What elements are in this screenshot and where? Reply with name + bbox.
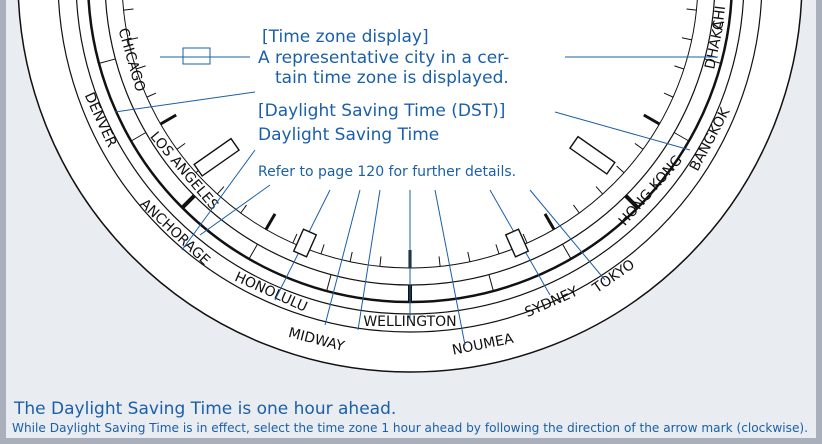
callout-text: A representative city in a cer- bbox=[258, 48, 509, 68]
callout-text: tain time zone is displayed. bbox=[275, 68, 509, 88]
leader-lines bbox=[114, 47, 718, 346]
callout-text: Daylight Saving Time bbox=[258, 125, 439, 145]
city-label: CHI bbox=[710, 5, 729, 31]
tick bbox=[704, 58, 722, 64]
tick bbox=[624, 194, 640, 210]
tick bbox=[123, 8, 134, 11]
callouts: [Time zone display] A representative cit… bbox=[258, 27, 516, 180]
callout-heading: [Daylight Saving Time (DST)] bbox=[258, 101, 505, 121]
callout-note: Refer to page 120 for further details. bbox=[258, 164, 516, 180]
tick bbox=[543, 213, 556, 231]
tick bbox=[176, 142, 186, 150]
tick bbox=[146, 92, 157, 98]
tick bbox=[673, 132, 690, 142]
tick bbox=[379, 256, 382, 267]
tick bbox=[216, 186, 225, 195]
tick bbox=[128, 37, 139, 41]
tick bbox=[438, 256, 441, 267]
tick bbox=[681, 37, 692, 41]
tick bbox=[634, 142, 644, 150]
tick bbox=[159, 113, 177, 126]
tick bbox=[292, 233, 298, 244]
tick bbox=[686, 8, 697, 11]
tick bbox=[248, 243, 258, 260]
footer-note: While Daylight Saving Time is in effect,… bbox=[12, 421, 808, 435]
tick bbox=[643, 113, 661, 126]
tick bbox=[240, 204, 248, 214]
tick bbox=[522, 233, 528, 244]
tick bbox=[495, 244, 500, 255]
tick bbox=[349, 251, 353, 262]
markers bbox=[193, 135, 616, 258]
callout-heading: [Time zone display] bbox=[262, 27, 429, 47]
tick bbox=[320, 244, 325, 255]
footer-heading: The Daylight Saving Time is one hour ahe… bbox=[13, 399, 396, 419]
tick bbox=[130, 132, 147, 142]
tick bbox=[98, 58, 116, 64]
tick bbox=[674, 65, 685, 70]
tick bbox=[180, 194, 196, 210]
tick bbox=[467, 251, 471, 262]
tick bbox=[135, 65, 146, 70]
tick bbox=[663, 92, 674, 98]
tick bbox=[572, 204, 580, 214]
city-label: WELLINGTON bbox=[363, 314, 456, 330]
tick bbox=[595, 186, 604, 195]
tick bbox=[488, 274, 494, 292]
tick bbox=[616, 165, 625, 174]
tick bbox=[264, 213, 277, 231]
tick bbox=[326, 274, 332, 292]
tick bbox=[562, 243, 572, 260]
